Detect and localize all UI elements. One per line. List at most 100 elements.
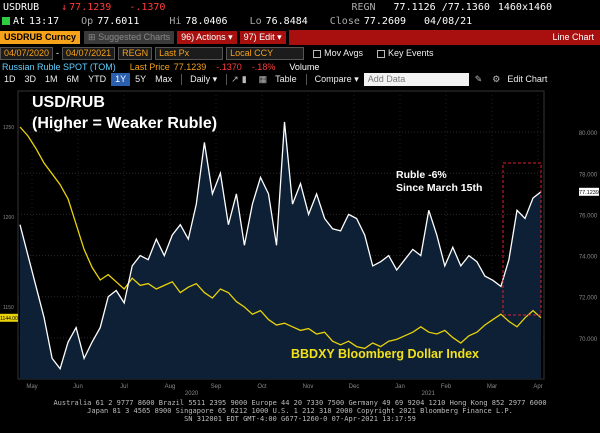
usdrub-series-line bbox=[19, 121, 542, 371]
security-name: Russian Ruble SPOT (TOM) bbox=[2, 61, 116, 72]
usdrub-last-value-label: 77.1239 bbox=[579, 190, 599, 196]
x-tick-label: Sep bbox=[211, 384, 222, 390]
period-bar: 1D 3D 1M 6M YTD 1Y 5Y Max Daily ▾ ↗ ▮ ▦ Table C… bbox=[0, 72, 600, 87]
since-date-annotation: Since March 15th bbox=[396, 182, 482, 194]
ruble-change-annotation: Ruble -6% bbox=[396, 169, 447, 181]
mov-avgs-label: Mov Avgs bbox=[324, 48, 363, 58]
bid-ask: 77.1126 /77.1360 bbox=[393, 1, 490, 13]
edit-chart-button[interactable]: Edit Chart bbox=[507, 74, 548, 84]
period-tab-1m[interactable]: 1M bbox=[45, 74, 58, 84]
last-price: 77.1239 bbox=[69, 1, 112, 13]
at-label: At bbox=[13, 15, 26, 27]
toolbar: USDRUB Curncy ⊞ Suggested Charts 96) Act… bbox=[0, 30, 600, 45]
chart-type-title: Line Chart bbox=[288, 30, 600, 45]
chart-title: USD/RUB bbox=[32, 94, 105, 111]
edit-chart-icon: ⚙ bbox=[492, 74, 501, 84]
right-axis-tick-label: 74.000 bbox=[579, 255, 598, 261]
table-icon: ▦ bbox=[258, 74, 268, 84]
last-price-value: 77.1239 bbox=[173, 61, 207, 72]
line-chart[interactable]: 70.000 72.000 74.000 76.000 78.000 80.000 1150… bbox=[0, 87, 600, 397]
divider bbox=[305, 74, 307, 85]
ohlc-bar: At 13:17 Op 77.6011 Hi 78.0406 Lo 76.848… bbox=[0, 14, 600, 28]
table-button[interactable]: Table bbox=[275, 74, 297, 84]
frequency-select[interactable]: Daily ▾ bbox=[190, 74, 218, 84]
divider bbox=[226, 74, 228, 85]
right-axis-tick-label: 76.000 bbox=[579, 213, 598, 219]
x-tick-label: Jul bbox=[120, 384, 128, 390]
ticker-symbol[interactable]: USDRUB bbox=[3, 1, 40, 13]
key-events-toggle[interactable]: Key Events bbox=[376, 48, 434, 58]
close-value: 77.2609 bbox=[363, 15, 407, 27]
end-date-field[interactable]: 04/07/2021 bbox=[62, 46, 116, 60]
period-tab-3d[interactable]: 3D bbox=[24, 74, 37, 84]
x-tick-label: Jan bbox=[395, 384, 405, 390]
period-tab-6m[interactable]: 6M bbox=[66, 74, 80, 84]
bbdxy-series-line bbox=[19, 126, 542, 350]
x-year-label: 2021 bbox=[422, 391, 436, 397]
axes: 70.000 72.000 74.000 76.000 78.000 80.000 1150… bbox=[0, 125, 599, 397]
settings-bar: 04/07/2020 - 04/07/2021 REGN Last Px Loc… bbox=[0, 46, 600, 60]
status-square-icon bbox=[2, 17, 10, 25]
left-axis-tick-label: 1150 bbox=[3, 305, 14, 311]
edit-menu[interactable]: 97) Edit ▾ bbox=[239, 31, 286, 44]
currency-select[interactable]: Local CCY bbox=[226, 46, 305, 60]
chart-subtitle: (Higher = Weaker Ruble) bbox=[32, 115, 217, 132]
period-tab-max[interactable]: Max bbox=[155, 74, 173, 84]
actions-menu[interactable]: 96) Actions ▾ bbox=[177, 31, 237, 44]
period-tabs: 1D 3D 1M 6M YTD 1Y 5Y Max bbox=[0, 73, 177, 86]
last-price-label: Last Price bbox=[129, 61, 170, 72]
usdrub-last-value-tag bbox=[579, 187, 599, 196]
bbdxy-last-value-tag bbox=[0, 313, 18, 322]
period-tab-1d[interactable]: 1D bbox=[4, 74, 16, 84]
x-tick-label: May bbox=[26, 384, 37, 390]
legend-bar: Russian Ruble SPOT (TOM) Last Price 77.1… bbox=[0, 60, 600, 73]
date-range-dash: - bbox=[56, 48, 60, 58]
annotation-icon[interactable]: ✎ bbox=[474, 74, 483, 84]
price-field-select[interactable]: Last Px bbox=[155, 46, 224, 60]
x-tick-label: Apr bbox=[533, 384, 542, 390]
add-data-input[interactable]: Add Data bbox=[363, 73, 469, 86]
open-label: Op bbox=[81, 15, 94, 27]
bar-chart-icon[interactable]: ▮ bbox=[241, 74, 247, 84]
period-tab-1y[interactable]: 1Y bbox=[111, 73, 131, 86]
bid-ask-size: 1460x1460 bbox=[497, 1, 553, 13]
compare-menu[interactable]: Compare ▾ bbox=[314, 74, 359, 84]
x-tick-label: Dec bbox=[349, 384, 360, 390]
suggested-charts-label: Suggested Charts bbox=[98, 32, 171, 42]
key-events-label: Key Events bbox=[387, 48, 434, 58]
down-arrow-icon: ↓ bbox=[61, 1, 68, 13]
high-label: Hi bbox=[169, 15, 182, 27]
key-events-checkbox[interactable] bbox=[376, 49, 385, 58]
x-tick-label: Feb bbox=[441, 384, 452, 390]
x-tick-label: Oct bbox=[257, 384, 267, 390]
mov-avgs-checkbox[interactable] bbox=[313, 49, 322, 58]
high-value: 78.0406 bbox=[185, 15, 228, 27]
footer-line-3: SN 312001 EDT GMT-4:00 G677-1260-0 07-Ap… bbox=[184, 415, 416, 423]
x-tick-label: Aug bbox=[165, 384, 176, 390]
exchange-code: REGN bbox=[351, 1, 376, 13]
source-field[interactable]: REGN bbox=[118, 46, 153, 60]
security-field[interactable]: USDRUB Curncy bbox=[0, 31, 81, 44]
mov-avgs-toggle[interactable]: Mov Avgs bbox=[313, 48, 363, 58]
x-tick-label: Nov bbox=[303, 384, 314, 390]
open-value: 77.6011 bbox=[97, 15, 140, 27]
quote-date: 04/08/21 bbox=[424, 15, 473, 27]
bbdxy-last-value-label: 1144.00 bbox=[0, 316, 18, 322]
start-date-field[interactable]: 04/07/2020 bbox=[0, 46, 54, 60]
low-value: 76.8484 bbox=[265, 15, 308, 27]
usdrub-area-fill bbox=[20, 121, 541, 380]
divider bbox=[181, 74, 183, 85]
suggested-charts-button[interactable]: ⊞ Suggested Charts bbox=[84, 31, 175, 44]
right-axis-tick-label: 78.000 bbox=[579, 172, 598, 178]
net-change: -.1370 bbox=[129, 1, 166, 13]
left-axis-tick-label: 1250 bbox=[3, 125, 14, 131]
line-chart-icon[interactable]: ↗ bbox=[231, 74, 239, 84]
footer-contacts: Australia 61 2 9777 8600 Brazil 5511 239… bbox=[0, 397, 600, 433]
right-axis-tick-label: 72.000 bbox=[579, 296, 598, 302]
footer-line-2: Japan 81 3 4565 8900 Singapore 65 6212 1… bbox=[87, 407, 513, 415]
period-tab-ytd[interactable]: YTD bbox=[88, 74, 107, 84]
period-tab-5y[interactable]: 5Y bbox=[135, 74, 147, 84]
left-axis-tick-label: 1200 bbox=[3, 215, 14, 221]
volume-label: Volume bbox=[289, 61, 320, 72]
suggested-charts-icon: ⊞ bbox=[88, 32, 99, 42]
